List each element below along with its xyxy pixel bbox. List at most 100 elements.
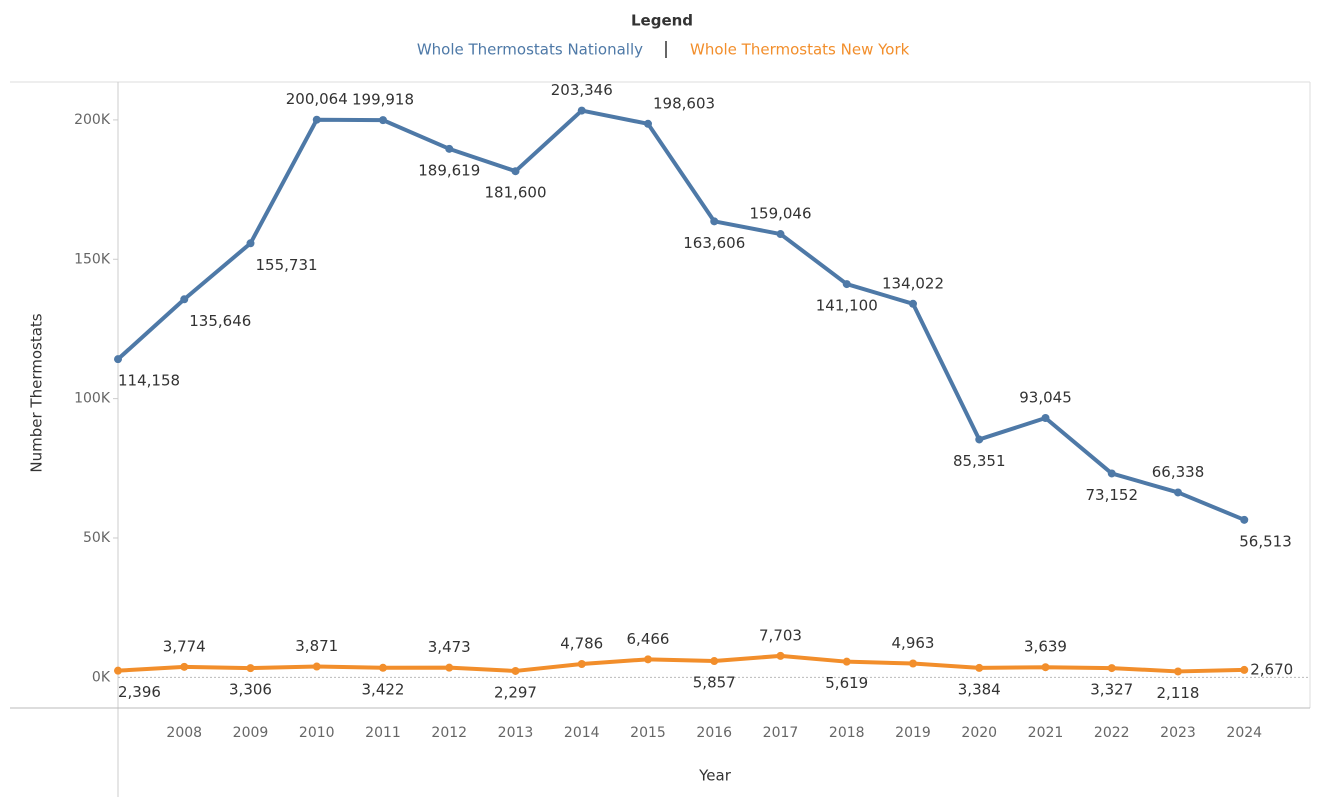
x-tick-label: 2013 xyxy=(498,725,534,741)
value-label: 4,963 xyxy=(892,634,935,652)
value-label: 2,670 xyxy=(1250,660,1293,678)
x-tick-label: 2016 xyxy=(696,725,732,741)
value-label: 3,774 xyxy=(163,637,206,655)
data-point xyxy=(1041,414,1050,423)
value-label: 203,346 xyxy=(551,81,613,99)
data-point xyxy=(710,217,719,226)
x-tick-label: 2024 xyxy=(1226,725,1262,741)
legend-entry: Whole Thermostats New York xyxy=(690,41,910,59)
x-tick-label: 2018 xyxy=(829,725,865,741)
x-tick-label: 2019 xyxy=(895,725,931,741)
data-point xyxy=(445,663,454,672)
data-point xyxy=(776,230,785,239)
value-label: 3,473 xyxy=(428,638,471,656)
data-point xyxy=(246,239,255,248)
value-label: 2,297 xyxy=(494,683,537,701)
y-tick-label: 150K xyxy=(74,251,111,267)
value-label: 114,158 xyxy=(118,372,180,390)
data-point xyxy=(577,106,586,115)
value-label: 181,600 xyxy=(484,184,546,202)
x-axis-title: Year xyxy=(698,767,732,785)
legend-entry: Whole Thermostats Nationally xyxy=(417,41,643,59)
data-point xyxy=(577,660,586,669)
x-tick-label: 2022 xyxy=(1094,725,1130,741)
value-label: 93,045 xyxy=(1019,389,1072,407)
data-point xyxy=(710,657,719,666)
data-point xyxy=(842,657,851,666)
data-point xyxy=(644,119,652,128)
series-line xyxy=(116,108,1246,522)
data-point xyxy=(511,167,520,176)
data-point xyxy=(1240,665,1249,674)
value-label: 159,046 xyxy=(749,205,811,223)
data-point xyxy=(909,299,917,308)
value-label: 66,338 xyxy=(1152,463,1205,481)
value-label: 141,100 xyxy=(816,297,878,315)
data-point xyxy=(644,655,652,664)
value-label: 56,513 xyxy=(1239,532,1292,550)
x-tick-label: 2011 xyxy=(365,725,401,741)
y-tick-label: 100K xyxy=(74,391,111,407)
x-tick-label: 2021 xyxy=(1028,725,1064,741)
value-label: 4,786 xyxy=(560,635,603,653)
data-point xyxy=(114,355,122,364)
x-tick-label: 2014 xyxy=(564,725,600,741)
data-point xyxy=(1174,667,1182,676)
data-point xyxy=(379,116,387,125)
data-point xyxy=(1174,488,1182,497)
data-point xyxy=(511,666,520,675)
value-label: 155,731 xyxy=(256,256,318,274)
value-label: 3,306 xyxy=(229,681,272,699)
value-label: 5,619 xyxy=(825,674,868,692)
y-tick-label: 200K xyxy=(74,112,111,128)
data-point xyxy=(776,651,785,660)
value-label: 85,351 xyxy=(953,452,1006,470)
value-label: 199,918 xyxy=(352,91,414,109)
value-label: 73,152 xyxy=(1086,486,1139,504)
value-label: 3,384 xyxy=(958,680,1001,698)
data-point xyxy=(975,435,984,444)
value-label: 3,871 xyxy=(295,637,338,655)
value-label: 3,327 xyxy=(1090,681,1133,699)
data-point xyxy=(312,115,321,124)
x-tick-label: 2010 xyxy=(299,725,335,741)
y-tick-label: 0K xyxy=(92,669,111,685)
value-label: 2,396 xyxy=(118,683,161,701)
data-point xyxy=(1107,664,1116,673)
value-label: 134,022 xyxy=(882,274,944,292)
data-point xyxy=(180,662,189,671)
value-label: 3,422 xyxy=(362,680,405,698)
x-tick-label: 2012 xyxy=(431,725,467,741)
data-point xyxy=(1041,663,1050,672)
data-point xyxy=(1107,469,1116,478)
data-point xyxy=(312,662,321,671)
x-tick-label: 2009 xyxy=(233,725,269,741)
value-label: 135,646 xyxy=(189,312,251,330)
value-label: 2,118 xyxy=(1157,684,1200,702)
data-point xyxy=(909,659,917,668)
data-point xyxy=(445,144,454,153)
x-tick-label: 2008 xyxy=(166,725,202,741)
y-axis-title: Number Thermostats xyxy=(28,313,46,472)
data-point xyxy=(180,295,189,304)
series-line xyxy=(117,653,1245,674)
value-label: 189,619 xyxy=(418,161,480,179)
data-point xyxy=(114,666,122,675)
x-tick-label: 2023 xyxy=(1160,725,1196,741)
data-point xyxy=(1240,515,1249,524)
data-point xyxy=(246,664,255,673)
value-label: 163,606 xyxy=(683,234,745,252)
value-label: 3,639 xyxy=(1024,638,1067,656)
x-tick-label: 2017 xyxy=(763,725,799,741)
value-label: 7,703 xyxy=(759,626,802,644)
value-label: 5,857 xyxy=(693,674,736,692)
value-label: 198,603 xyxy=(653,94,715,112)
data-point xyxy=(842,280,851,289)
data-point xyxy=(975,663,984,672)
x-tick-label: 2020 xyxy=(961,725,997,741)
value-label: 200,064 xyxy=(286,90,348,108)
x-tick-label: 2015 xyxy=(630,725,666,741)
value-label: 6,466 xyxy=(627,630,670,648)
